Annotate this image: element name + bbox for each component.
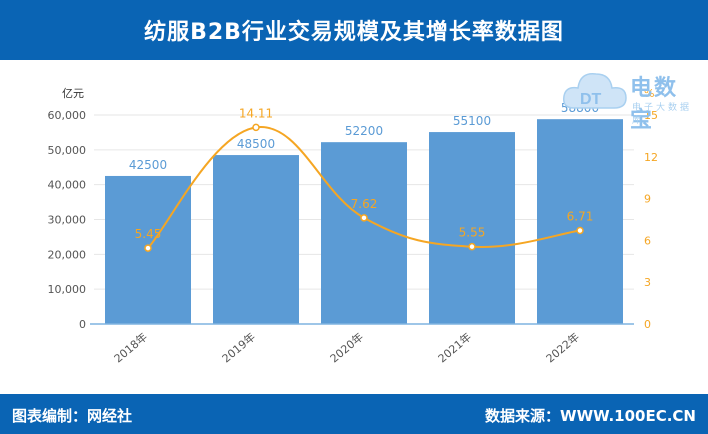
y-tick-label-right: 9: [644, 193, 651, 206]
cloud-dt-icon: DT: [562, 73, 627, 109]
growth-data-label: 5.45: [135, 227, 162, 241]
y-tick-label-left: 0: [79, 318, 86, 331]
footer-source: 数据来源：WWW.100EC.CN: [485, 407, 696, 425]
svg-text:DT: DT: [580, 91, 602, 108]
logo-brand: 电数宝: [630, 76, 679, 133]
x-tick-label: 2019年: [219, 330, 258, 366]
growth-point: [576, 226, 584, 235]
bar-data-label: 52200: [345, 124, 383, 138]
chart-title: 纺服B2B行业交易规模及其增长率数据图: [144, 20, 564, 45]
y-tick-label-left: 30,000: [48, 214, 87, 227]
growth-point: [360, 214, 368, 222]
y-tick-label-right: 3: [644, 276, 651, 289]
bar: [213, 155, 299, 324]
bar-data-label: 48500: [237, 137, 275, 151]
bar-data-label: 55100: [453, 114, 491, 128]
logo-subtitle: 电子大数据库: [632, 103, 693, 126]
y-tick-label-left: 50,000: [48, 144, 87, 157]
y-axis-label-right: %: [644, 87, 654, 100]
x-tick-label: 2018年: [111, 330, 150, 366]
footer-credit: 图表编制：网经社: [12, 407, 133, 425]
y-tick-label-right: 15: [644, 109, 658, 122]
y-tick-label-left: 40,000: [48, 179, 87, 192]
x-tick-label: 2022年: [543, 330, 582, 366]
growth-point: [252, 123, 260, 132]
y-tick-label-left: 20,000: [48, 248, 87, 261]
bar: [321, 142, 407, 324]
footer-bar: 图表编制：网经社 数据来源：WWW.100EC.CN: [0, 394, 708, 434]
growth-line: [147, 126, 581, 249]
growth-data-label: 6.71: [567, 210, 594, 224]
x-tick-label: 2020年: [327, 330, 366, 366]
bar-data-label: 42500: [129, 158, 167, 172]
growth-data-label: 5.55: [459, 226, 486, 240]
y-tick-label-left: 10,000: [48, 283, 87, 296]
y-tick-label-right: 0: [644, 318, 651, 331]
y-tick-label-left: 60,000: [48, 109, 87, 122]
growth-point: [468, 242, 476, 251]
y-tick-label-right: 6: [644, 234, 651, 247]
y-tick-label-right: 12: [644, 151, 658, 164]
y-axis-label-left: 亿元: [62, 87, 84, 100]
logo: DT 电数宝 电子大数据库: [560, 62, 700, 133]
bar: [537, 119, 623, 325]
bar: [429, 132, 515, 324]
growth-point: [144, 244, 152, 252]
header-bar: 纺服B2B行业交易规模及其增长率数据图: [0, 0, 708, 60]
growth-data-label: 14.11: [239, 106, 273, 120]
chart: 0 10,000 20,000 30,000 40,000 50,000 60,000 0 3 6…: [48, 87, 659, 366]
growth-data-label: 7.62: [351, 197, 378, 211]
x-tick-label: 2021年: [435, 330, 474, 366]
